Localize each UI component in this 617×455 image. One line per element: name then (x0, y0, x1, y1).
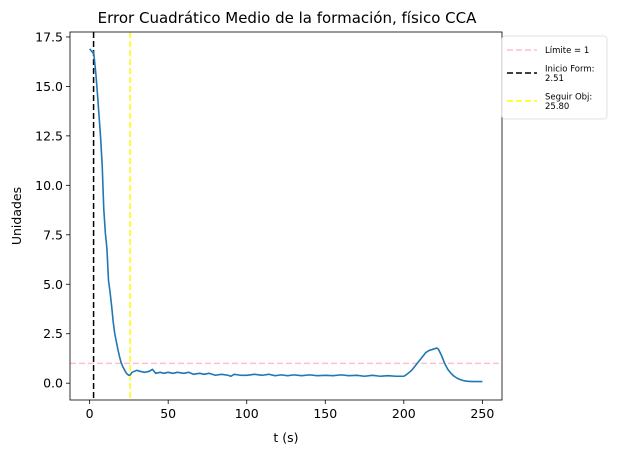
legend-box (501, 35, 608, 120)
plot-area (70, 32, 502, 400)
y-tick-label: 10.0 (35, 178, 63, 193)
x-tick-label: 0 (86, 406, 94, 421)
y-tick-label: 7.5 (43, 227, 63, 242)
plot-frame (69, 31, 503, 401)
y-tick-label: 17.5 (35, 29, 63, 44)
chart-title: Error Cuadrático Medio de la formación, … (98, 9, 477, 27)
legend-label-0: Límite = 1 (545, 46, 589, 56)
y-tick-label: 0.0 (43, 376, 63, 391)
legend-label-1: Inicio Form: 2.51 (545, 64, 594, 84)
y-tick-label: 5.0 (43, 277, 63, 292)
x-tick-label: 50 (160, 406, 176, 421)
x-tick-label: 100 (235, 406, 259, 421)
y-tick-label: 12.5 (35, 128, 63, 143)
series-line-0 (89, 48, 483, 383)
y-tick-label: 2.5 (43, 326, 63, 341)
y-axis-label: Unidades (9, 187, 24, 245)
x-tick-label: 200 (392, 406, 416, 421)
x-tick-label: 250 (470, 406, 494, 421)
x-tick-label: 150 (313, 406, 337, 421)
x-axis-label: t (s) (273, 430, 298, 445)
y-axis: 0.0 2.5 5.0 7.5 10.0 12.5 15.0 17.5 (35, 29, 70, 391)
legend: Límite = 1 Inicio Form: 2.51 Seguir Obj: 25.… (501, 35, 608, 120)
x-axis: 0 50 100 150 200 250 (86, 400, 494, 421)
legend-label-2: Seguir Obj: 25.80 (545, 92, 592, 112)
y-tick-label: 15.0 (35, 79, 63, 94)
